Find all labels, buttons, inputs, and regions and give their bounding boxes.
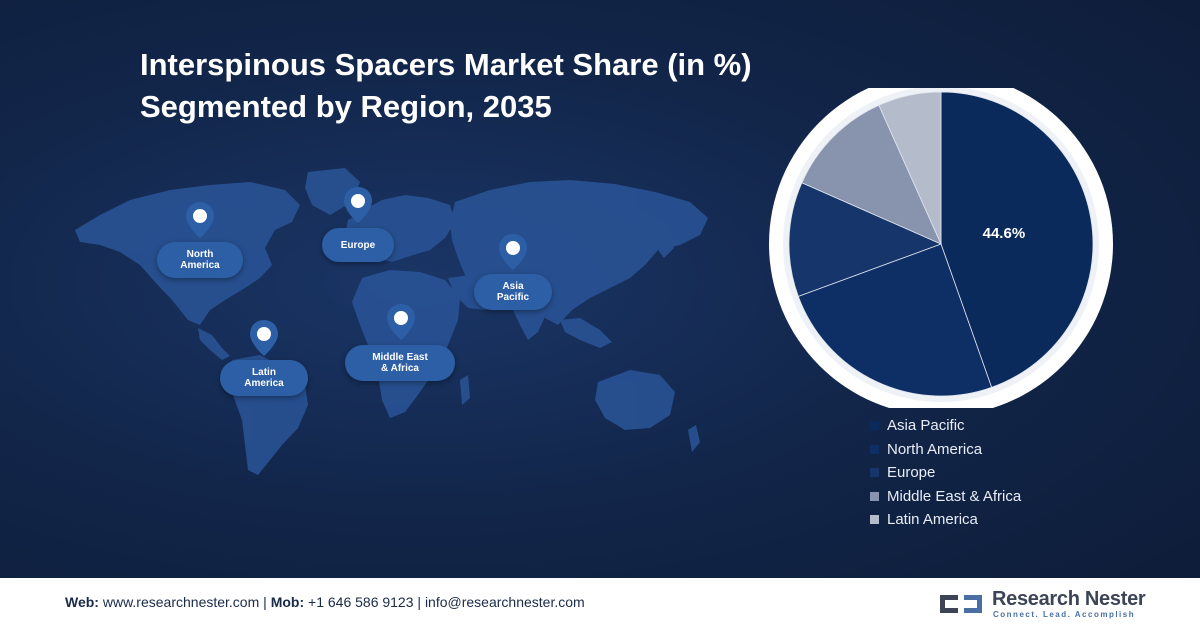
pie-data-label: 44.6% [983, 225, 1026, 242]
location-pin-icon [186, 202, 214, 238]
title-line-2: Segmented by Region, 2035 [140, 89, 552, 124]
legend-swatch [870, 515, 879, 525]
logo-tagline: Connect. Lead. Accomplish [993, 610, 1136, 619]
web-label: Web: [65, 594, 99, 610]
pie-slice-north-america [797, 243, 993, 397]
email-link[interactable]: info@researchnester.com [424, 594, 585, 610]
page-title: Interspinous Spacers Market Share (in %)… [140, 44, 752, 128]
pie-slice-middle-east-africa [801, 104, 942, 245]
legend-swatch [870, 468, 879, 478]
legend-label: Latin America [887, 511, 978, 529]
contact-info: Web: www.researchnester.com | Mob: +1 64… [65, 594, 585, 610]
pie-slice-latin-america [878, 91, 942, 245]
region-label-asia-pacific: Asia Pacific [474, 274, 552, 310]
research-nester-logo-icon [940, 595, 982, 613]
region-label-north-america: North America [157, 242, 243, 278]
legend-swatch [870, 491, 879, 501]
pie-chart: 44.6% [769, 88, 1113, 408]
location-pin-icon [499, 234, 527, 270]
legend-label: Europe [887, 464, 936, 482]
region-label-middle-east-africa: Middle East & Africa [345, 345, 455, 381]
separator: | [263, 594, 267, 610]
legend-label: Middle East & Africa [887, 487, 1022, 505]
map-madagascar [460, 375, 470, 405]
map-new-zealand [688, 425, 700, 452]
map-africa [352, 270, 460, 418]
legend-swatch [870, 421, 879, 431]
legend-item: Europe [870, 461, 1021, 485]
region-label-europe: Europe [322, 228, 394, 262]
logo-name: Research Nester [992, 588, 1146, 610]
legend-item: North America [870, 438, 1021, 462]
map-central-america [198, 328, 230, 360]
region-label-latin-america: Latin America [220, 360, 308, 396]
chart-legend: Asia Pacific North America Europe Middle… [870, 414, 1021, 532]
location-pin-icon [250, 320, 278, 356]
website-link[interactable]: www.researchnester.com [102, 594, 260, 610]
legend-item: Asia Pacific [870, 414, 1021, 438]
brand-logo[interactable]: Research Nester Connect. Lead. Accomplis… [936, 588, 1146, 620]
legend-swatch [870, 444, 879, 454]
location-pin-icon [387, 304, 415, 340]
legend-item: Middle East & Africa [870, 485, 1021, 509]
location-pin-icon [344, 187, 372, 223]
footer: Web: www.researchnester.com | Mob: +1 64… [0, 578, 1200, 628]
separator: | [417, 594, 422, 610]
title-line-1: Interspinous Spacers Market Share (in %) [140, 47, 752, 82]
legend-label: Asia Pacific [887, 417, 965, 435]
pie-slice-europe [788, 182, 943, 297]
legend-label: North America [887, 440, 983, 458]
map-japan [658, 230, 674, 258]
mob-label: Mob: [270, 594, 305, 610]
map-southeast-asia [560, 318, 612, 348]
phone-number[interactable]: +1 646 586 9123 [308, 594, 414, 610]
legend-item: Latin America [870, 508, 1021, 532]
pie-slice-asia-pacific [940, 91, 1094, 388]
map-australia [595, 370, 675, 430]
